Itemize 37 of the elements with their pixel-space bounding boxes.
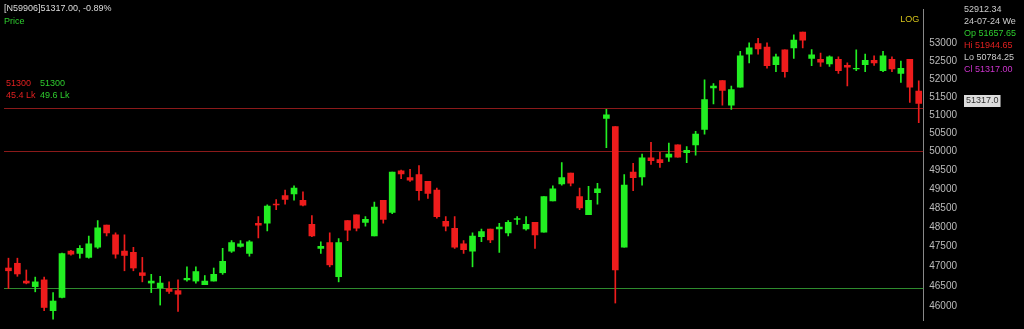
candlestick — [174, 279, 182, 312]
candlestick — [156, 275, 164, 306]
text: 51317.0 — [966, 95, 999, 106]
text: 52912.34 — [964, 4, 1002, 15]
candlestick — [683, 146, 691, 163]
text: Hi 51944.65 — [964, 40, 1013, 51]
chart-title: [N59906]51317.00, -0.89% — [4, 3, 112, 14]
annotation: 45.4 Lk — [6, 90, 37, 101]
y-tick-label: 48500 — [929, 201, 958, 213]
text: Lo 50784.25 — [964, 52, 1015, 63]
y-tick-label: 46000 — [929, 299, 958, 311]
y-tick-label: 46500 — [929, 279, 958, 291]
y-tick-label: 47500 — [929, 240, 958, 252]
text: Cl 51317.00 — [964, 64, 1013, 75]
text: 24-07-24 We — [964, 16, 1016, 27]
y-tick-label: 49000 — [929, 182, 958, 194]
y-tick-label: 51500 — [929, 90, 958, 102]
candlestick — [139, 257, 146, 283]
y-tick-label: 47000 — [929, 259, 958, 271]
y-tick-label: 51000 — [929, 108, 958, 120]
annotation: Price — [4, 16, 25, 27]
text: Op 51657.65 — [964, 28, 1017, 39]
annotation: 49.6 Lk — [40, 90, 71, 101]
y-tick-label: 48000 — [929, 220, 958, 232]
y-tick-label: 52000 — [929, 72, 958, 84]
annotation: LOG — [900, 14, 920, 25]
candlestick — [317, 241, 325, 254]
y-tick-label: 53000 — [929, 37, 958, 49]
y-tick-label: 50500 — [929, 126, 958, 138]
annotation: 51300 — [40, 78, 66, 89]
candlestick — [647, 141, 655, 165]
candlestick — [513, 216, 521, 225]
y-tick-label: 49500 — [929, 163, 958, 175]
y-tick-label: 52500 — [929, 54, 958, 66]
y-tick-label: 50000 — [929, 145, 958, 157]
annotation: 51300 — [6, 78, 32, 89]
candlestick — [656, 151, 664, 168]
